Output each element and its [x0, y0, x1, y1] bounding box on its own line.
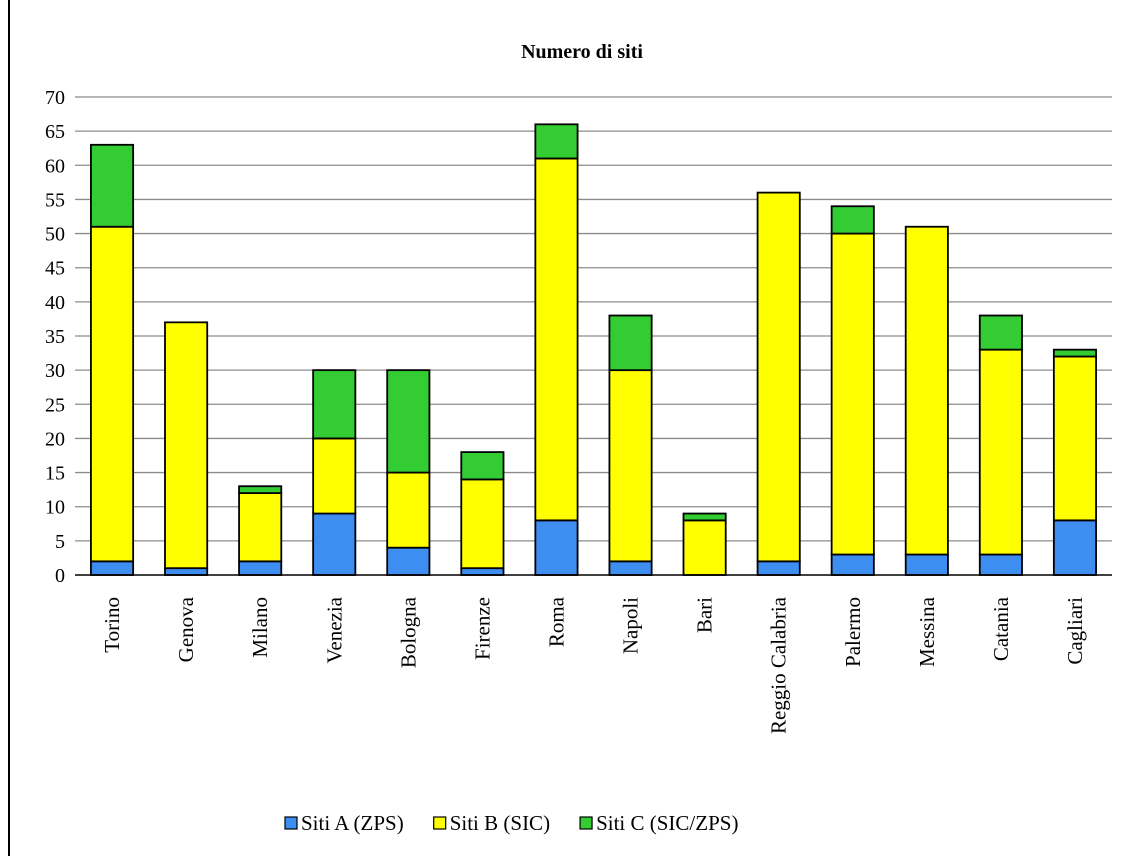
bar-segment	[1052, 355, 1097, 522]
y-tick-label: 15	[45, 463, 65, 485]
bar-segment	[830, 232, 875, 556]
left-border-line	[8, 0, 10, 856]
bars	[90, 123, 1097, 576]
y-tick-label: 55	[45, 189, 65, 211]
legend-label: Siti B (SIC)	[450, 811, 550, 835]
bar-segment	[1052, 348, 1097, 358]
bar-segment	[312, 437, 357, 515]
x-category-label: Cagliari	[1063, 597, 1087, 665]
y-tick-label: 60	[45, 155, 65, 177]
bar-segment	[904, 553, 949, 576]
bar-segment	[460, 451, 505, 481]
legend: Siti A (ZPS) Siti B (SIC) Siti C (SIC/ZPS)	[284, 811, 738, 835]
bar-segment	[238, 485, 283, 494]
bar-segment	[534, 157, 579, 522]
x-category-label: Torino	[100, 597, 124, 653]
bar-segment	[978, 348, 1023, 556]
x-axis-categories: Torino Genova Milano Venezia Bologna Firenze R…	[100, 596, 1087, 734]
x-category-label: Genova	[174, 596, 198, 662]
x-category-label: Reggio Calabria	[767, 596, 791, 734]
bar-segment	[90, 143, 135, 228]
bar-segment	[830, 205, 875, 235]
x-category-label: Messina	[915, 596, 939, 667]
x-category-label: Firenze	[470, 597, 494, 660]
bar-segment	[608, 369, 653, 563]
x-category-label: Milano	[248, 597, 272, 658]
bar-segment	[534, 519, 579, 576]
bar-segment	[164, 321, 209, 570]
bar-segment	[90, 225, 135, 563]
bar-segment	[238, 492, 283, 563]
bar-segment	[608, 560, 653, 576]
x-category-label: Roma	[544, 596, 568, 647]
bar-segment	[312, 369, 357, 440]
y-tick-label: 25	[45, 394, 65, 416]
bar-segment	[386, 471, 431, 549]
bar-segment	[978, 553, 1023, 576]
bar-segment	[386, 546, 431, 576]
bar-segment	[90, 560, 135, 576]
y-tick-label: 45	[45, 258, 65, 280]
legend-swatch	[579, 816, 593, 830]
y-tick-label: 0	[55, 565, 65, 587]
bar-segment	[978, 314, 1023, 351]
x-category-label: Catania	[989, 596, 1013, 661]
y-tick-label: 10	[45, 497, 65, 519]
x-category-label: Napoli	[619, 597, 643, 654]
bar-segment	[386, 369, 431, 474]
bar-segment	[460, 478, 505, 570]
bar-segment	[682, 512, 727, 522]
y-tick-label: 65	[45, 121, 65, 143]
y-tick-label: 30	[45, 360, 65, 382]
legend-label: Siti A (ZPS)	[301, 811, 404, 835]
y-tick-label: 20	[45, 428, 65, 450]
bar-segment	[904, 225, 949, 556]
y-tick-label: 35	[45, 326, 65, 348]
legend-swatch	[433, 816, 447, 830]
bar-segment	[238, 560, 283, 576]
bar-segment	[164, 567, 209, 576]
bar-segment	[756, 191, 801, 563]
x-category-label: Palermo	[841, 597, 865, 667]
bar-segment	[460, 567, 505, 576]
bar-segment	[830, 553, 875, 576]
bar-segment	[312, 512, 357, 576]
bar-segment	[1052, 519, 1097, 576]
y-tick-label: 40	[45, 292, 65, 314]
x-category-label: Bologna	[396, 596, 420, 668]
y-axis-ticks: 0 5 10 15 20 25 30 35 40 45 50 55 60 65 70	[45, 87, 65, 587]
bar-segment	[534, 123, 579, 160]
legend-label: Siti C (SIC/ZPS)	[596, 811, 738, 835]
bar-segment	[682, 519, 727, 576]
legend-swatch	[284, 816, 298, 830]
y-tick-label: 70	[45, 87, 65, 109]
x-category-label: Venezia	[322, 596, 346, 663]
bar-segment	[756, 560, 801, 576]
y-tick-label: 5	[55, 531, 65, 553]
gridlines	[75, 96, 1112, 542]
x-category-label: Bari	[693, 597, 717, 633]
y-tick-label: 50	[45, 224, 65, 246]
chart-title: Numero di siti	[521, 41, 643, 63]
bar-segment	[608, 314, 653, 372]
